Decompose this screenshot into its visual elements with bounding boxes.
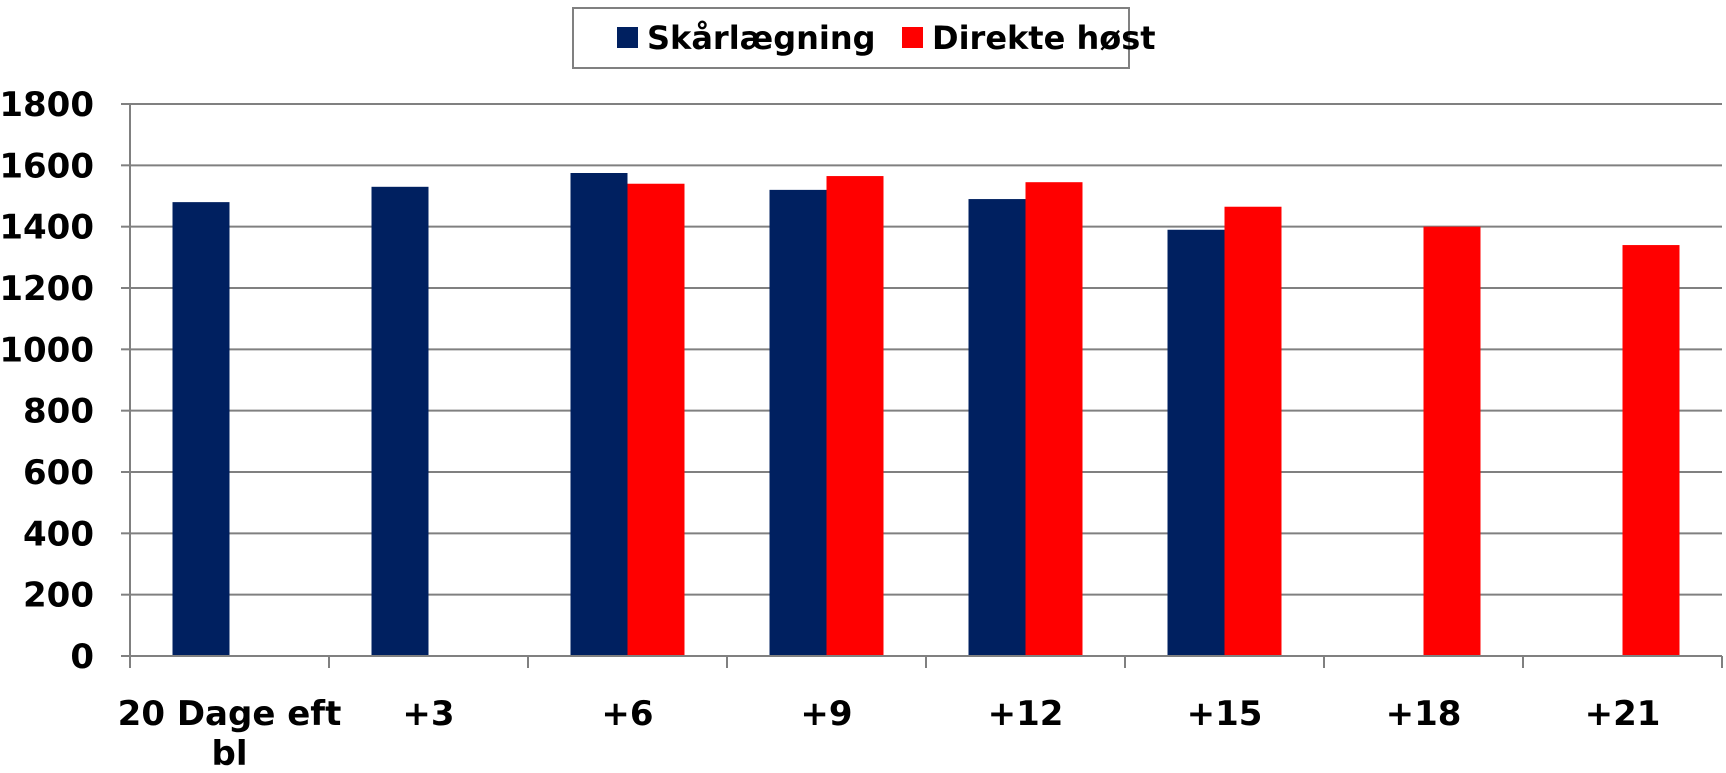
y-tick-label: 200: [23, 576, 94, 616]
bar-skaarlaegning: [570, 173, 628, 656]
legend-box: [572, 7, 1130, 69]
x-tick-label: +21: [1585, 694, 1661, 734]
legend-label-direkte-hoest: Direkte høst: [932, 19, 1156, 57]
y-tick-label: 1000: [0, 330, 94, 370]
bar-skaarlaegning: [769, 189, 827, 656]
x-tick-label: +12: [988, 694, 1064, 734]
bar-skaarlaegning: [968, 199, 1026, 657]
y-tick-label: 800: [23, 392, 94, 432]
x-tick-label: +6: [601, 694, 653, 734]
x-tick-label: +9: [800, 694, 852, 734]
y-tick-label: 1600: [0, 146, 94, 186]
x-tick-label: +15: [1187, 694, 1263, 734]
x-tick-label: +3: [402, 694, 454, 734]
legend-swatch-skaarlaegning: [617, 27, 638, 48]
y-tick-label: 0: [70, 637, 94, 677]
bar-skaarlaegning: [1167, 229, 1225, 656]
bars: [172, 173, 1680, 657]
gridlines: [130, 103, 1722, 596]
x-tick-label: 20 Dage eft bl: [118, 694, 342, 773]
axes: [129, 104, 1722, 657]
legend-label-skaarlaegning: Skårlægning: [647, 19, 876, 57]
y-tick-label: 400: [23, 514, 94, 554]
bar-direkte-hoest: [1622, 245, 1680, 657]
y-axis-ticks: 0 200 400 600 800 1000 1200 1400 1600 1800: [0, 85, 130, 677]
bar-skaarlaegning: [371, 186, 429, 657]
bar-direkte-hoest: [826, 176, 884, 657]
bar-direkte-hoest: [1025, 182, 1083, 656]
x-axis-ticks: 20 Dage eft bl +3 +6 +9 +12 +15 +18 +21: [118, 656, 1723, 773]
bar-direkte-hoest: [1423, 226, 1481, 656]
y-tick-label: 1400: [0, 208, 94, 248]
legend: Skårlægning Direkte høst: [572, 7, 1156, 69]
x-tick-label: +18: [1386, 694, 1462, 734]
y-tick-label: 600: [23, 453, 94, 493]
bar-direkte-hoest: [1224, 206, 1282, 656]
bar-skaarlaegning: [172, 202, 230, 656]
y-tick-label: 1800: [0, 85, 94, 125]
y-tick-label: 1200: [0, 269, 94, 309]
bar-direkte-hoest: [627, 183, 685, 656]
legend-swatch-direkte-hoest: [902, 27, 923, 48]
